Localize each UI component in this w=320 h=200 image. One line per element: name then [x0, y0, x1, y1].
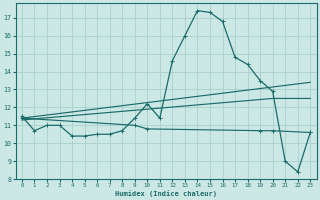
X-axis label: Humidex (Indice chaleur): Humidex (Indice chaleur) [115, 190, 217, 197]
